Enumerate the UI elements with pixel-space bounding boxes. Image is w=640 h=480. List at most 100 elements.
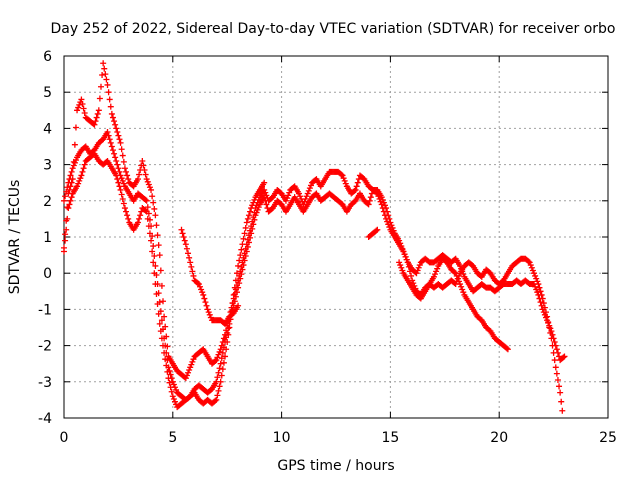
data-point [243, 248, 250, 255]
data-point [243, 219, 250, 226]
data-point [76, 177, 83, 184]
data-point [144, 204, 151, 211]
series-track-2 [61, 129, 566, 414]
plot-frame [63, 55, 609, 419]
data-point [119, 195, 126, 202]
data-point [241, 257, 248, 264]
data-point [62, 237, 69, 244]
data-point [297, 193, 304, 200]
x-tick-label: 20 [490, 430, 508, 446]
data-point [559, 407, 566, 414]
data-point [183, 372, 190, 379]
data-point [301, 198, 308, 205]
y-tick-label: -3 [38, 375, 52, 391]
data-point [383, 215, 390, 222]
data-point [537, 299, 544, 306]
data-point [215, 369, 222, 376]
data-point [381, 212, 388, 219]
data-point [542, 314, 549, 321]
data-point [250, 221, 257, 228]
data-point [379, 205, 386, 212]
data-point [553, 370, 560, 377]
data-point [65, 205, 72, 212]
data-point [111, 118, 118, 125]
data-point [97, 83, 104, 90]
data-point [233, 289, 240, 296]
data-point [235, 302, 242, 309]
y-tick-label: 4 [43, 121, 52, 137]
data-point [216, 365, 223, 372]
data-point [242, 224, 249, 231]
data-point [160, 298, 167, 305]
data-point [558, 398, 565, 405]
data-point [161, 313, 168, 320]
data-point [109, 114, 116, 121]
chart-title: Day 252 of 2022, Sidereal Day-to-day VTE… [51, 21, 616, 37]
data-point [550, 349, 557, 356]
data-point [74, 183, 81, 190]
data-point [365, 201, 372, 208]
data-point [341, 177, 348, 184]
data-point [115, 179, 122, 186]
data-point [64, 215, 71, 222]
data-point [170, 395, 177, 402]
x-tick-label: 25 [599, 430, 617, 446]
data-point [459, 286, 466, 293]
data-point [92, 118, 99, 125]
data-point [179, 230, 186, 237]
data-point [143, 176, 150, 183]
data-point [116, 136, 123, 143]
data-point [102, 71, 109, 78]
data-point [183, 245, 190, 252]
data-point [190, 272, 197, 279]
data-point [374, 190, 381, 197]
data-point [119, 152, 126, 159]
data-point [114, 161, 121, 168]
data-point [339, 172, 346, 179]
data-point [178, 226, 185, 233]
data-point [226, 324, 233, 331]
data-point [125, 215, 132, 222]
data-point [80, 165, 87, 172]
data-point [216, 348, 223, 355]
data-point [245, 212, 252, 219]
data-point [557, 389, 564, 396]
data-point [340, 175, 347, 182]
data-point [244, 215, 251, 222]
data-point [145, 223, 152, 230]
data-point [125, 176, 132, 183]
data-point [242, 253, 249, 260]
data-point [158, 282, 165, 289]
data-point [67, 183, 74, 190]
data-point [142, 207, 149, 214]
data-point [307, 182, 314, 189]
data-point [533, 275, 540, 282]
data-point [262, 189, 269, 196]
data-point [214, 354, 221, 361]
data-point [214, 392, 221, 399]
data-point [352, 186, 359, 193]
data-point [120, 200, 127, 207]
data-point [185, 250, 192, 257]
data-point [261, 194, 268, 201]
data-point [103, 76, 110, 83]
data-point [144, 178, 151, 185]
data-point [157, 267, 164, 274]
data-point [113, 157, 120, 164]
series-track-5 [365, 226, 381, 240]
data-point [93, 114, 100, 121]
data-point [145, 181, 152, 188]
data-point [158, 317, 165, 324]
y-tick-label: 5 [43, 85, 52, 101]
data-point [199, 289, 206, 296]
data-point [251, 216, 258, 223]
data-point [560, 354, 567, 361]
data-point [115, 132, 122, 139]
data-point [194, 280, 201, 287]
data-point [69, 165, 76, 172]
data-point [399, 267, 406, 274]
x-tick-label: 15 [381, 430, 399, 446]
data-point [169, 393, 176, 400]
data-point [62, 231, 69, 238]
